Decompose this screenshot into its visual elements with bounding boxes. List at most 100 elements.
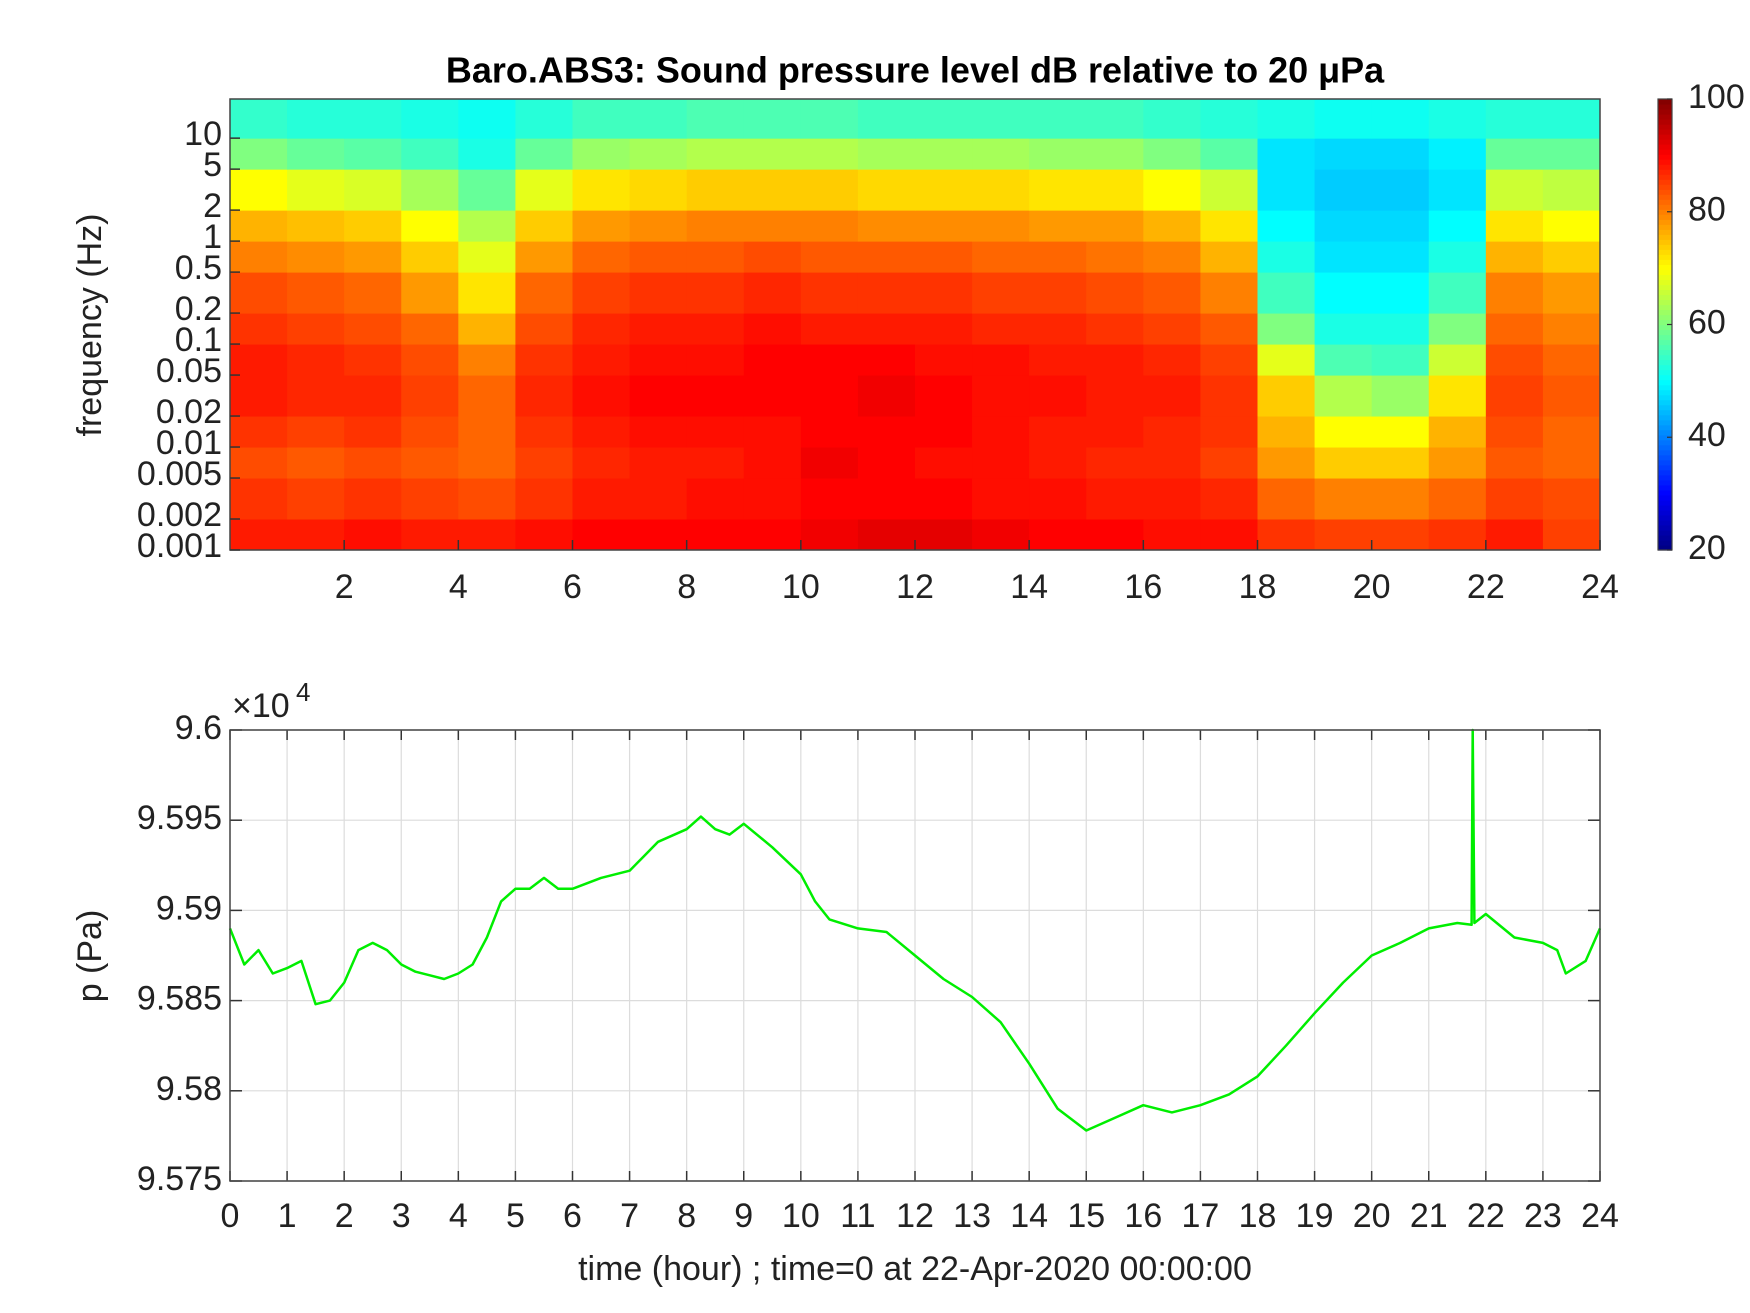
x-tick-label: 8 (677, 568, 696, 606)
y-tick-label: 0.01 (156, 424, 222, 462)
heat-cell (857, 519, 916, 551)
heat-cell (230, 138, 288, 170)
heat-cell (915, 99, 973, 139)
heat-cell (1485, 447, 1544, 479)
heat-cell (401, 478, 459, 520)
heat-cell (572, 138, 631, 170)
y-tick-label: 0.005 (137, 455, 222, 493)
x-tick-label: 1 (278, 1197, 297, 1235)
heat-cell (1428, 344, 1487, 376)
heat-cell (1200, 313, 1258, 345)
y-tick-label: 2 (203, 187, 222, 225)
heat-cell (1086, 138, 1144, 170)
heat-cell (972, 169, 1030, 211)
heat-cell (800, 272, 859, 314)
heat-cell (800, 313, 859, 345)
colorbar-swatch (1658, 154, 1672, 160)
heat-cell (401, 313, 459, 345)
heat-cell (1314, 375, 1373, 417)
heat-cell (1371, 478, 1430, 520)
x-tick-label: 11 (840, 1197, 875, 1235)
heat-cell (686, 519, 745, 551)
heat-cell (1257, 138, 1316, 170)
heat-cell (1029, 478, 1087, 520)
x-tick-label: 9 (734, 1197, 753, 1235)
heat-cell (1257, 169, 1316, 211)
heat-cell (1143, 169, 1201, 211)
heat-cell (344, 99, 402, 139)
heat-cell (1029, 272, 1087, 314)
heat-cell (1143, 313, 1201, 345)
heat-cell (515, 138, 573, 170)
colorbar-swatch (1658, 119, 1672, 125)
heat-cell (629, 210, 688, 242)
heat-cell (686, 169, 745, 211)
heat-cell (1485, 99, 1544, 139)
heat-cell (686, 272, 745, 314)
colorbar-swatch (1658, 344, 1672, 351)
heat-cell (743, 478, 802, 520)
x-tick-label: 14 (1010, 568, 1048, 606)
heat-cell (515, 210, 573, 242)
colorbar-swatch (1658, 234, 1672, 240)
heat-cell (857, 138, 916, 170)
heat-cell (401, 344, 459, 376)
heat-cell (857, 241, 916, 273)
heat-cell (1542, 272, 1601, 314)
heat-cell (857, 272, 916, 314)
heat-cell (287, 447, 345, 479)
colorbar-swatch (1658, 414, 1672, 421)
heat-cell (344, 210, 402, 242)
heat-cell (1485, 375, 1544, 417)
colorbar-swatch (1658, 309, 1672, 316)
heat-cell (458, 169, 516, 211)
heat-cell (1371, 375, 1430, 417)
heat-cell (344, 478, 402, 520)
heat-cell (743, 272, 802, 314)
heat-cell (686, 344, 745, 376)
x-tick-label: 3 (392, 1197, 411, 1235)
heat-cell (515, 99, 573, 139)
heat-cell (1428, 313, 1487, 345)
heat-cell (686, 138, 745, 170)
heat-cell (458, 344, 516, 376)
heat-cell (629, 241, 688, 273)
x-axis-label: time (hour) ; time=0 at 22-Apr-2020 00:0… (578, 1250, 1252, 1288)
heat-cell (915, 344, 973, 376)
colorbar-swatch (1658, 499, 1672, 506)
heat-cell (458, 519, 516, 551)
heat-cell (458, 416, 516, 448)
colorbar-swatch (1658, 284, 1672, 291)
heat-cell (1485, 241, 1544, 273)
heat-cell (686, 241, 745, 273)
heat-cell (1143, 478, 1201, 520)
heat-cell (1200, 416, 1258, 448)
heat-cell (743, 241, 802, 273)
y-tick-label: 9.58 (156, 1070, 222, 1108)
heat-cell (972, 478, 1030, 520)
heat-cell (1542, 241, 1601, 273)
heat-cell (743, 169, 802, 211)
colorbar-swatch (1658, 114, 1672, 120)
heat-cell (800, 519, 859, 551)
colorbar-swatch (1658, 214, 1672, 220)
heat-cell (686, 313, 745, 345)
colorbar-swatch (1658, 319, 1672, 326)
heat-cell (1200, 210, 1258, 242)
colorbar-swatch (1658, 194, 1672, 200)
colorbar-swatch (1658, 259, 1672, 265)
heat-cell (1029, 169, 1087, 211)
heat-cell (401, 241, 459, 273)
heat-cell (1143, 210, 1201, 242)
heat-cell (344, 241, 402, 273)
y-tick-label: 0.02 (156, 393, 222, 431)
x-tick-label: 5 (506, 1197, 525, 1235)
heat-cell (1314, 313, 1373, 345)
heat-cell (344, 375, 402, 417)
heat-cell (857, 344, 916, 376)
heat-cell (572, 447, 631, 479)
heat-cell (1314, 272, 1373, 314)
heat-cell (230, 272, 288, 314)
colorbar-swatch (1658, 189, 1672, 195)
colorbar-swatch (1658, 239, 1672, 245)
